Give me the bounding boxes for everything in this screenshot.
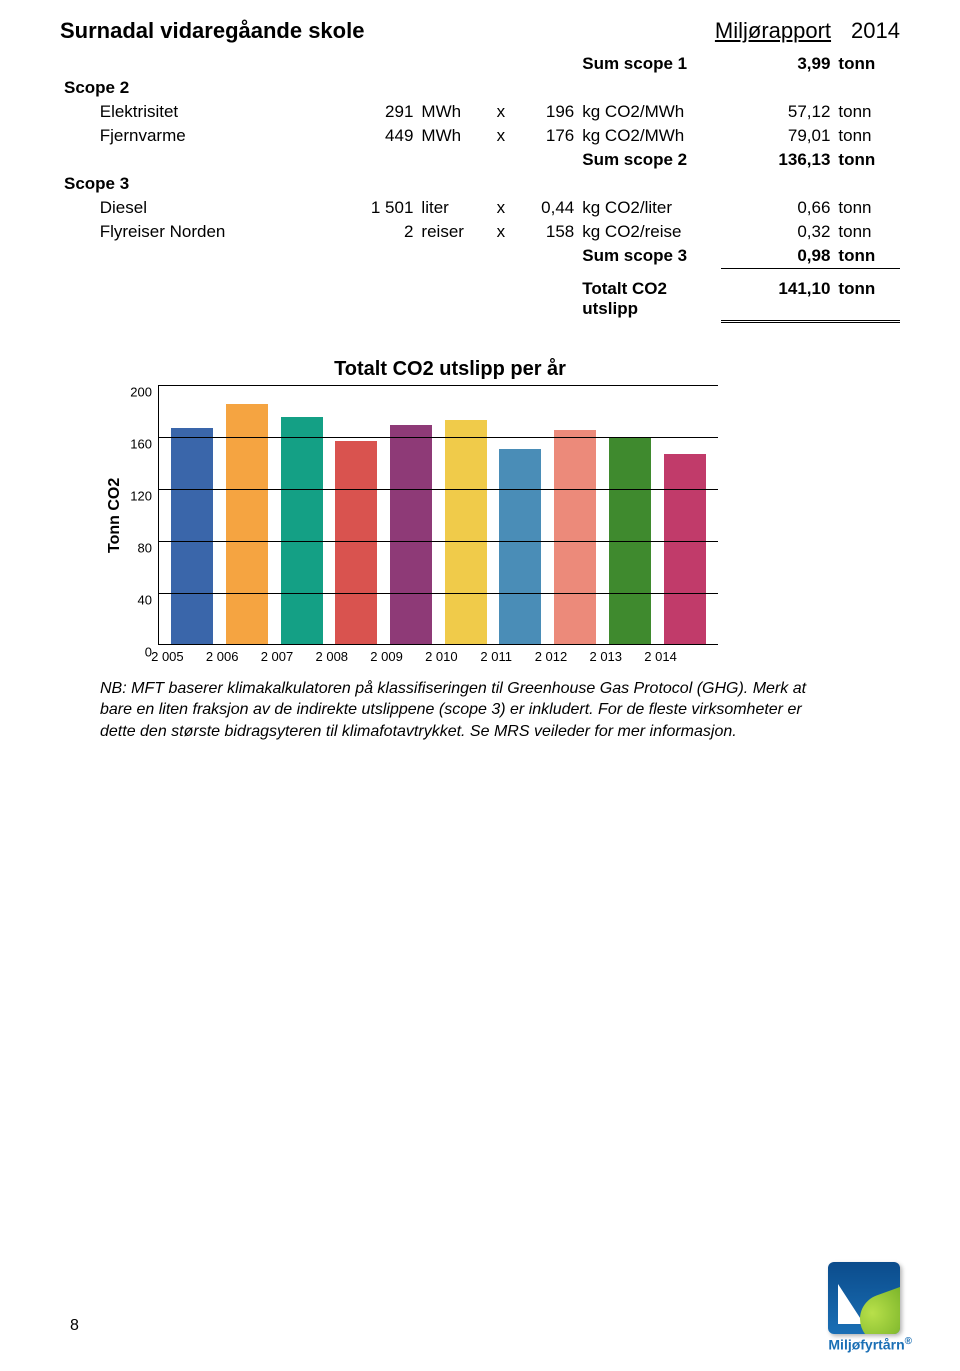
- chart-bar: [226, 404, 268, 643]
- x-tick-label: 2 012: [530, 649, 572, 664]
- sum-scope2-val: 136,13: [721, 148, 834, 172]
- y-tick-label: 80: [138, 540, 152, 555]
- x-tick-label: 2 008: [311, 649, 353, 664]
- x-tick-label: 2 014: [640, 649, 682, 664]
- x-tick-label: 2 013: [585, 649, 627, 664]
- chart-y-label: Tonn CO2: [100, 385, 124, 645]
- sum-scope3-label: Sum scope 3: [578, 244, 721, 269]
- logo-icon: [828, 1262, 900, 1334]
- x-tick-label: 2 010: [420, 649, 462, 664]
- chart-bar: [445, 420, 487, 644]
- chart-y-ticks: 04080120160200: [124, 385, 158, 645]
- total-label: Totalt CO2 utslipp: [578, 269, 721, 322]
- sum-scope1-label: Sum scope 1: [578, 52, 721, 76]
- x-tick-label: 2 009: [366, 649, 408, 664]
- table-row: Fjernvarme 449 MWh x 176 kg CO2/MWh 79,0…: [60, 124, 900, 148]
- chart-bar: [335, 441, 377, 644]
- page-header: Surnadal vidaregåande skole Miljørapport…: [60, 18, 900, 44]
- tonn-unit: tonn: [834, 52, 900, 76]
- scope3-heading: Scope 3: [60, 172, 346, 196]
- sum-scope1-val: 3,99: [721, 52, 834, 76]
- chart-x-ticks: 2 005 2 006 2 007 2 008 2 009 2 010 2 011 2 012…: [134, 645, 694, 664]
- total-val: 141,10: [721, 269, 834, 322]
- chart-bar: [499, 449, 541, 644]
- org-name: Surnadal vidaregåande skole: [60, 18, 715, 44]
- chart-bar: [171, 428, 213, 644]
- footnote: NB: MFT baserer klimakalkulatoren på kla…: [100, 678, 820, 743]
- sum-scope2-label: Sum scope 2: [578, 148, 721, 172]
- y-tick-label: 200: [130, 384, 152, 399]
- table-row: Flyreiser Norden 2 reiser x 158 kg CO2/r…: [60, 220, 900, 244]
- y-tick-label: 40: [138, 592, 152, 607]
- y-tick-label: 160: [130, 436, 152, 451]
- report-year: 2014: [851, 18, 900, 44]
- x-tick-label: 2 005: [146, 649, 188, 664]
- scope2-heading: Scope 2: [60, 76, 346, 100]
- emissions-table: Sum scope 1 3,99 tonn Scope 2 Elektrisit…: [60, 52, 900, 323]
- x-tick-label: 2 006: [201, 649, 243, 664]
- logo-text: Miljøfyrtårn®: [828, 1336, 912, 1353]
- x-tick-label: 2 011: [475, 649, 517, 664]
- co2-chart: Totalt CO2 utslipp per år Tonn CO2 0 40 80…: [100, 358, 740, 664]
- table-row: Diesel 1 501 liter x 0,44 kg CO2/liter 0…: [60, 196, 900, 220]
- chart-bar: [390, 425, 432, 643]
- miljofyrtarn-logo: Miljøfyrtårn®: [828, 1262, 912, 1353]
- chart-bar: [664, 454, 706, 644]
- x-tick-label: 2 007: [256, 649, 298, 664]
- table-row: Elektrisitet 291 MWh x 196 kg CO2/MWh 57…: [60, 100, 900, 124]
- page-number: 8: [70, 1317, 79, 1335]
- chart-plot: [158, 385, 718, 645]
- y-tick-label: 0: [145, 644, 152, 659]
- chart-bar: [281, 417, 323, 643]
- chart-title: Totalt CO2 utslipp per år: [160, 358, 740, 381]
- chart-bar: [554, 430, 596, 643]
- report-title: Miljørapport: [715, 18, 831, 44]
- y-tick-label: 120: [130, 488, 152, 503]
- sum-scope3-val: 0,98: [721, 244, 834, 269]
